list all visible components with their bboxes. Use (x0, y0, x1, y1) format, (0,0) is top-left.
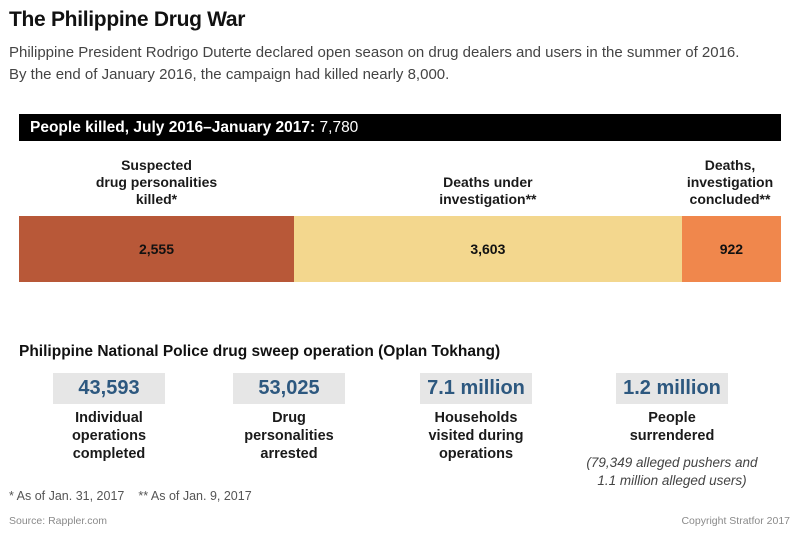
note-line: 1.1 million alleged users) (597, 473, 747, 488)
stat-operations-desc: Individual operations completed (24, 409, 194, 463)
stat-arrested-value: 53,025 (233, 373, 345, 404)
label-line: concluded** (689, 191, 771, 207)
banner-total: 7,780 (319, 119, 359, 136)
stat-surrendered-value: 1.2 million (616, 373, 728, 404)
data-label: 3,603 (470, 241, 506, 257)
source-credit: Source: Rappler.com (9, 515, 108, 527)
label-line: killed* (135, 191, 178, 207)
chart-title: The Philippine Drug War (9, 8, 246, 31)
label-line: investigation (686, 174, 774, 190)
desc-line: visited during (428, 428, 524, 444)
banner-label: People killed, July 2016–January 2017: (30, 119, 316, 136)
footnote-single-asterisk: * As of Jan. 31, 2017 (9, 489, 125, 503)
operations-title: Philippine National Police drug sweep op… (19, 343, 501, 360)
desc-line: Households (434, 410, 518, 426)
bar-segment-killed: 2,555 (19, 216, 294, 282)
footnotes: * As of Jan. 31, 2017 ** As of Jan. 9, 20… (9, 489, 252, 503)
label-line: investigation** (439, 191, 537, 207)
segment-label-under-investigation: Deaths under investigation** (294, 174, 682, 208)
desc-line: People (648, 410, 696, 426)
desc-line: operations (71, 428, 147, 444)
bar-segment-investigation-concluded: 922 (681, 216, 781, 282)
segment-label-investigation-concluded: Deaths, investigation concluded** (670, 157, 790, 208)
desc-line: arrested (260, 446, 318, 462)
stat-surrendered-desc: People surrendered (587, 409, 757, 445)
desc-line: Drug (272, 410, 306, 426)
note-line: (79,349 alleged pushers and (586, 455, 758, 470)
desc-line: personalities (244, 428, 334, 444)
stat-surrendered-note: (79,349 alleged pushers and 1.1 million … (562, 454, 782, 490)
data-label: 2,555 (138, 241, 175, 257)
subtitle-line-1: Philippine President Rodrigo Duterte dec… (9, 44, 740, 61)
label-line: Deaths under (443, 174, 533, 190)
stat-households-value: 7.1 million (420, 373, 532, 404)
footnote-double-asterisk: ** As of Jan. 9, 2017 (138, 489, 252, 503)
stat-operations-value: 43,593 (53, 373, 165, 404)
stat-arrested-desc: Drug personalities arrested (204, 409, 374, 463)
stacked-bar: 2,555 3,603 922 (19, 216, 781, 282)
desc-line: completed (72, 446, 146, 462)
desc-line: operations (438, 446, 514, 462)
copyright: Copyright Stratfor 2017 (681, 515, 790, 527)
data-label: 922 (719, 241, 744, 257)
total-killed-banner: People killed, July 2016–January 2017: 7… (19, 114, 781, 141)
subtitle-line-2: By the end of January 2016, the campaign… (9, 66, 450, 83)
desc-line: surrendered (629, 428, 715, 444)
label-line: Suspected (121, 157, 192, 173)
desc-line: Individual (75, 410, 143, 426)
bar-segment-under-investigation: 3,603 (293, 216, 682, 282)
segment-label-killed: Suspected drug personalities killed* (19, 157, 294, 208)
label-line: Deaths, (704, 157, 756, 173)
label-line: drug personalities (95, 174, 218, 190)
stat-households-desc: Households visited during operations (391, 409, 561, 463)
